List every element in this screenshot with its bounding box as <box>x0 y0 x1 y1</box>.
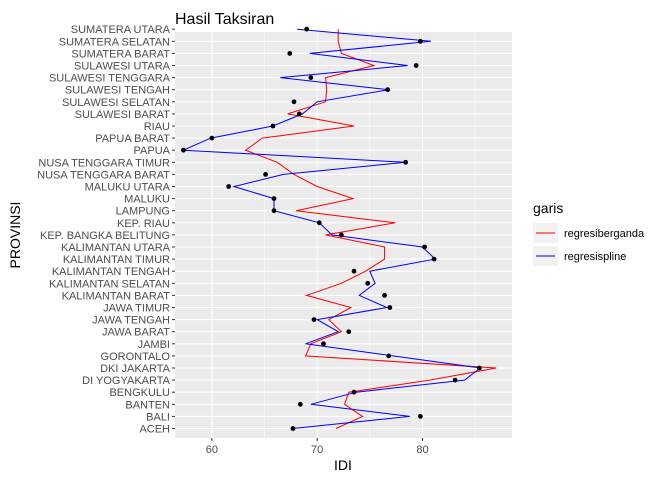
data-point-13 <box>351 268 357 274</box>
x-axis-title: IDI <box>334 457 352 473</box>
y-tick-label-2: BANTEN <box>125 399 170 411</box>
y-tick-label-19: MALUKU <box>124 194 170 206</box>
y-tick-label-26: SULAWESI BARAT <box>75 109 171 121</box>
data-point-7 <box>321 341 326 347</box>
legend-title: garis <box>533 200 563 216</box>
legend-label-regresiberganda: regresiberganda <box>564 228 645 240</box>
y-tick-label-17: KEP. RIAU <box>117 218 170 230</box>
data-point-20 <box>226 184 232 189</box>
data-point-32 <box>417 38 423 44</box>
data-point-21 <box>263 172 268 177</box>
chart-title: Hasil Taksiran <box>175 11 274 28</box>
points-layer <box>181 26 482 431</box>
data-point-14 <box>431 256 437 262</box>
data-point-9 <box>311 317 317 322</box>
y-tick-label-7: JAMBI <box>138 339 170 351</box>
y-tick-label-1: BALI <box>146 411 170 423</box>
y-tick-label-20: MALUKU UTARA <box>85 182 171 194</box>
data-point-0 <box>290 426 296 431</box>
data-point-8 <box>346 329 352 335</box>
y-tick-label-28: SULAWESI TENGAH <box>65 85 170 97</box>
data-point-28 <box>385 87 391 93</box>
series-layer <box>183 28 497 429</box>
y-tick-label-4: DI YOGYAKARTA <box>82 375 170 387</box>
data-point-15 <box>422 244 427 250</box>
data-point-27 <box>291 99 297 105</box>
y-tick-label-29: SULAWESI TENGGARA <box>49 73 171 85</box>
y-tick-label-13: KALIMANTAN TENGAH <box>52 266 170 278</box>
y-tick-label-12: KALIMANTAN SELATAN <box>49 278 170 290</box>
data-point-31 <box>287 51 293 56</box>
data-point-16 <box>338 232 344 238</box>
data-point-25 <box>270 123 276 129</box>
y-tick-label-8: JAWA BARAT <box>102 327 170 339</box>
data-point-29 <box>308 75 314 80</box>
data-point-22 <box>403 159 409 165</box>
y-tick-label-6: GORONTALO <box>101 351 171 363</box>
y-tick-label-32: SUMATERA SELATAN <box>59 36 170 48</box>
y-tick-label-9: JAWA TENGAH <box>92 315 170 327</box>
data-point-18 <box>271 208 277 214</box>
y-tick-label-15: KALIMANTAN UTARA <box>61 242 171 254</box>
data-point-11 <box>382 293 387 298</box>
data-point-6 <box>386 353 392 359</box>
y-tick-label-27: SULAWESI SELATAN <box>62 97 170 109</box>
data-point-3 <box>351 389 357 395</box>
y-tick-label-24: PAPUA BARAT <box>95 133 170 145</box>
data-point-23 <box>181 147 186 153</box>
y-tick-label-30: SULAWESI UTARA <box>74 61 171 73</box>
x-tick-label-2: 80 <box>416 444 428 456</box>
series-line-regresispline <box>183 28 482 429</box>
y-tick-label-18: LAMPUNG <box>116 206 170 218</box>
y-tick-label-31: SUMATERA BARAT <box>71 48 170 60</box>
y-axis-title: PROVINSI <box>7 202 23 269</box>
y-tick-label-23: PAPUA <box>134 145 171 157</box>
y-tick-label-0: ACEH <box>139 424 170 436</box>
y-tick-label-16: KEP. BANGKA BELITUNG <box>40 230 170 242</box>
data-point-33 <box>304 26 310 32</box>
legend-label-regresispline: regresispline <box>564 251 626 263</box>
data-point-10 <box>387 305 393 310</box>
data-point-1 <box>417 414 423 419</box>
data-point-12 <box>365 280 371 286</box>
legend: garis regresiberganda regresispline <box>533 200 645 266</box>
series-line-regresiberganda <box>244 29 497 429</box>
data-point-17 <box>316 220 322 226</box>
y-tick-label-5: DKI JAKARTA <box>100 363 171 375</box>
y-tick-label-10: JAWA TIMUR <box>103 303 170 315</box>
data-point-30 <box>413 63 419 68</box>
x-tick-label-0: 60 <box>206 444 218 456</box>
data-point-26 <box>296 111 302 117</box>
y-tick-label-14: KALIMANTAN TIMUR <box>63 254 170 266</box>
y-tick-label-22: NUSA TENGGARA TIMUR <box>38 157 170 169</box>
y-tick-label-3: BENGKULU <box>109 387 170 399</box>
y-tick-label-25: RIAU <box>144 121 170 133</box>
data-point-5 <box>476 365 482 371</box>
x-axis: 60 70 80 <box>206 438 429 456</box>
data-point-4 <box>452 377 458 383</box>
data-point-19 <box>271 196 277 202</box>
x-tick-label-1: 70 <box>311 444 323 456</box>
y-tick-label-33: SUMATERA UTARA <box>71 24 171 36</box>
data-point-24 <box>209 135 215 141</box>
data-point-2 <box>297 401 303 407</box>
y-tick-label-11: KALIMANTAN BARAT <box>62 290 171 302</box>
y-tick-label-21: NUSA TENGGARA BARAT <box>37 169 170 181</box>
